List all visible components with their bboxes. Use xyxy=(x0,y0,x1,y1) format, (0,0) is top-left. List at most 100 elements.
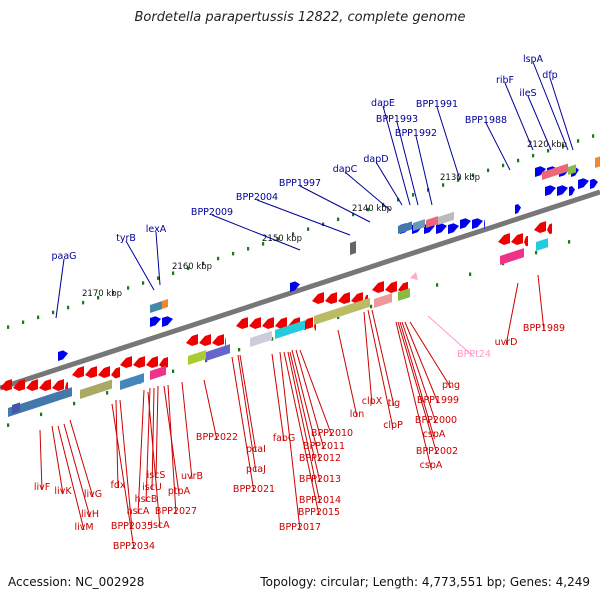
gene-feature-block xyxy=(150,365,166,380)
forward-gene-arrow xyxy=(448,223,459,234)
gene-feature-block xyxy=(314,297,370,325)
scale-tick-mark xyxy=(370,304,373,309)
scale-tick-mark xyxy=(487,168,490,173)
reverse-gene-arrow xyxy=(85,366,97,379)
gene-feature-block xyxy=(120,373,144,390)
gene-label-leader xyxy=(39,429,43,491)
gene-feature-block xyxy=(536,238,548,251)
gene-feature-block xyxy=(595,156,600,168)
reverse-gene-arrow xyxy=(98,366,110,379)
reverse-gene-arrow xyxy=(385,281,397,294)
gene-label-leader xyxy=(155,385,159,479)
reverse-gene-arrow xyxy=(212,334,224,347)
reverse-gene-arrow xyxy=(547,223,552,235)
scale-tick-mark xyxy=(304,326,307,330)
gene-label-leader xyxy=(237,354,257,473)
scale-tick-mark xyxy=(337,217,340,222)
reverse-gene-arrow xyxy=(225,337,226,348)
forward-gene-arrow xyxy=(545,185,556,196)
gene-label: iscA xyxy=(150,520,170,531)
scale-tick-mark xyxy=(562,144,565,148)
gene-label-leader xyxy=(363,311,373,405)
gene-label: uvrB xyxy=(181,471,203,482)
gene-feature-block xyxy=(275,320,305,339)
gene-label: BPP2004 xyxy=(236,192,278,203)
gene-label: BPP2012 xyxy=(299,453,341,464)
gene-label: tyrB xyxy=(116,233,136,244)
reverse-gene-arrow xyxy=(524,235,528,247)
scale-tick-mark xyxy=(469,272,472,276)
gene-feature-block xyxy=(350,241,356,255)
scale-tick-label: 2150 kbp xyxy=(262,234,302,244)
reverse-gene-arrow xyxy=(372,281,384,294)
gene-label: paaG xyxy=(51,251,76,262)
gene-label-leader xyxy=(137,389,145,515)
scale-tick-mark xyxy=(157,276,160,280)
gene-label-leader xyxy=(125,240,155,291)
gene-label: livH xyxy=(81,509,99,520)
scale-tick-mark xyxy=(52,310,55,315)
gene-label: dapC xyxy=(333,164,358,175)
reverse-gene-arrow xyxy=(312,292,324,305)
reverse-gene-arrow xyxy=(262,317,274,330)
gene-label: BPPt24 xyxy=(457,349,491,360)
reverse-gene-arrow xyxy=(13,379,25,392)
forward-gene-arrow xyxy=(472,218,483,229)
gene-label: pcaJ xyxy=(246,464,266,475)
gene-feature-block xyxy=(150,301,162,313)
gene-label: BPP1993 xyxy=(376,114,418,125)
scale-tick-mark xyxy=(217,256,220,261)
reverse-gene-arrow xyxy=(325,292,337,305)
gene-label-leader xyxy=(115,399,119,489)
genome-summary-text: Topology: circular; Length: 4,773,551 bp… xyxy=(260,575,590,589)
genome-backbone-line xyxy=(0,189,600,391)
forward-gene-arrow xyxy=(162,316,173,327)
gene-label-leader xyxy=(532,61,569,151)
gene-label: clpP xyxy=(383,420,403,431)
gene-label-leader xyxy=(55,258,65,319)
reverse-gene-arrow xyxy=(498,233,510,246)
scale-tick-label: 2130 kbp xyxy=(440,173,480,183)
reverse-gene-arrow xyxy=(159,357,168,369)
gene-label-leader xyxy=(395,321,432,469)
gene-label: BPP1992 xyxy=(395,128,437,139)
gene-feature-block xyxy=(374,293,392,308)
genome-backbone xyxy=(0,189,600,391)
gene-label-leader xyxy=(147,391,161,529)
gene-label-leader xyxy=(63,423,91,518)
gene-label-leader xyxy=(299,349,333,437)
gene-feature-block xyxy=(500,248,524,265)
gene-label: ribF xyxy=(496,75,514,86)
scale-tick-mark xyxy=(436,283,439,287)
reverse-gene-arrow xyxy=(133,356,145,369)
scale-tick-mark xyxy=(271,337,274,341)
gene-feature-block xyxy=(80,379,112,399)
trna-gene-marker xyxy=(410,272,418,280)
scale-tick-mark xyxy=(367,207,370,212)
gene-label-leader xyxy=(163,385,180,495)
gene-label-leader xyxy=(485,122,511,171)
reverse-gene-arrow xyxy=(249,317,261,330)
gene-label-leader xyxy=(203,379,218,441)
gene-label: BPP1997 xyxy=(279,178,321,189)
gene-label-leader xyxy=(337,329,358,418)
gene-label: livG xyxy=(84,489,102,500)
gene-label: lexA xyxy=(146,224,167,235)
gene-label: dapE xyxy=(371,98,395,109)
scale-tick-mark xyxy=(307,227,310,231)
scale-tick-mark xyxy=(82,300,85,305)
gene-label: BPP2035 xyxy=(111,521,153,532)
reverse-gene-arrow xyxy=(0,379,12,392)
scale-tick-mark xyxy=(532,153,535,158)
gene-feature-block xyxy=(250,330,272,347)
forward-gene-arrow xyxy=(578,178,589,189)
gene-label-leader xyxy=(396,121,419,206)
gene-label-leader xyxy=(399,321,435,438)
scale-tick-label: 2160 kbp xyxy=(172,262,212,272)
gene-label: phg xyxy=(442,380,460,391)
gene-label-leader xyxy=(299,185,371,223)
gene-label-leader xyxy=(549,77,574,151)
map-title: Bordetella parapertussis 12822, complete… xyxy=(134,10,466,25)
gene-label: BPP2010 xyxy=(311,428,353,439)
